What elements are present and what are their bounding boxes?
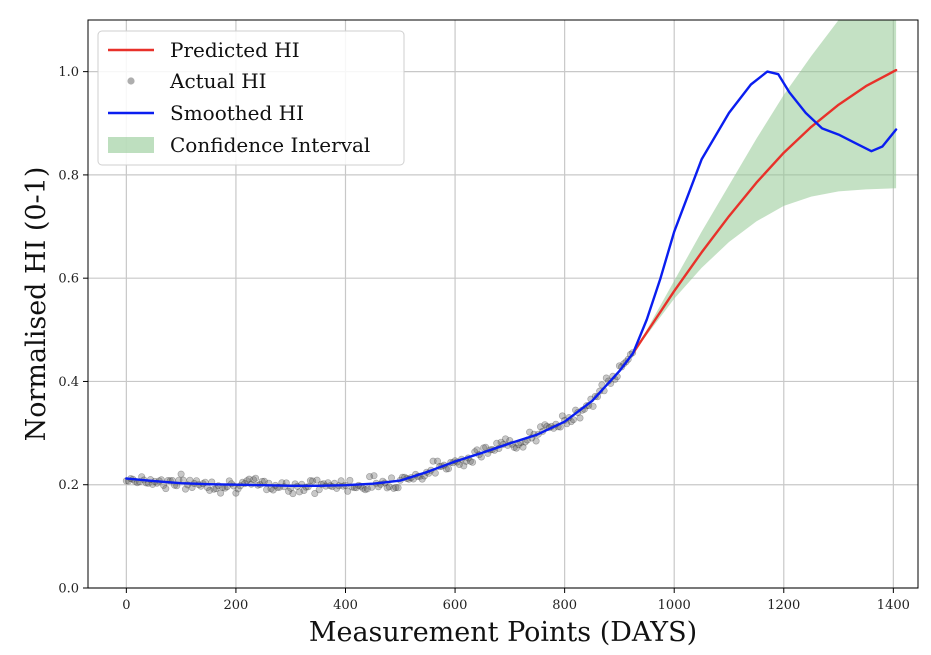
actual-hi-point: [289, 490, 297, 498]
legend-box: [97, 30, 405, 166]
actual-hi-point: [576, 414, 584, 422]
y-tick-label: 0.4: [58, 375, 79, 390]
confidence-interval-layer: [633, 20, 897, 354]
actual-hi-point: [210, 485, 218, 493]
x-tick-label: 1400: [877, 598, 910, 613]
actual-hi-point: [346, 476, 354, 484]
y-tick-label: 0.2: [58, 478, 79, 493]
actual-hi-point: [558, 412, 566, 420]
legend-swatch-marker: [127, 77, 135, 85]
actual-hi-point: [295, 488, 303, 496]
actual-hi-point: [162, 485, 170, 493]
actual-hi-point: [385, 483, 393, 491]
actual-hi-point: [300, 486, 308, 494]
actual-hi-point: [526, 428, 534, 436]
series-lines-layer: [125, 68, 898, 487]
actual-hi-point: [337, 477, 345, 485]
actual-hi-point: [250, 476, 258, 484]
actual-hi-point: [217, 489, 225, 497]
actual-hi-point: [263, 486, 271, 494]
actual-hi-point: [493, 439, 501, 447]
legend: Predicted HI Actual HI Smoothed HI Confiden…: [97, 30, 405, 166]
actual-hi-point: [519, 443, 527, 451]
actual-hi-point: [269, 486, 277, 494]
actual-hi-point: [501, 435, 509, 443]
actual-hi-point: [598, 381, 606, 389]
x-tick-label: 1000: [658, 598, 691, 613]
actual-hi-point: [394, 484, 402, 492]
actual-hi-point: [361, 486, 369, 494]
actual-hi-point: [444, 465, 452, 473]
actual-hi-point: [589, 402, 597, 410]
actual-hi-point: [602, 374, 610, 382]
actual-hi-point: [177, 470, 185, 478]
axis-ticks: 0 200 400 600 800 1000 1200 1400 0.0 0.2 0.4 0.6 0.8…: [58, 65, 910, 613]
legend-label: Smoothed HI: [170, 101, 304, 125]
legend-label: Predicted HI: [170, 38, 300, 62]
legend-label: Actual HI: [169, 69, 267, 93]
actual-hi-point: [512, 444, 520, 452]
legend-swatch-patch: [108, 137, 154, 153]
y-tick-label: 0.6: [58, 272, 79, 287]
actual-hi-point: [392, 483, 400, 491]
y-tick-label: 1.0: [58, 65, 79, 80]
actual-hi-point: [567, 418, 575, 426]
x-tick-label: 200: [224, 598, 249, 613]
actual-hi-point: [252, 474, 260, 482]
x-tick-label: 600: [443, 598, 468, 613]
smoothed-hi-line: [125, 70, 898, 487]
legend-label: Confidence Interval: [170, 133, 370, 157]
x-tick-label: 400: [333, 598, 358, 613]
actual-hi-point: [182, 485, 190, 493]
predicted-hi-line: [631, 68, 898, 355]
actual-hi-point: [433, 457, 441, 465]
x-tick-label: 1200: [767, 598, 800, 613]
actual-hi-point: [363, 485, 371, 493]
actual-hi-point: [532, 437, 540, 445]
x-tick-label: 800: [552, 598, 577, 613]
x-tick-label: 0: [122, 598, 130, 613]
actual-hi-point: [390, 484, 398, 492]
actual-hi-point: [232, 489, 240, 497]
actual-hi-point: [366, 473, 374, 481]
actual-hi-point: [306, 477, 314, 485]
plot-frame: [87, 19, 919, 589]
actual-hi-point: [541, 421, 549, 429]
actual-hi-point: [536, 423, 544, 431]
actual-hi-point: [284, 487, 292, 495]
actual-hi-point: [473, 446, 481, 454]
actual-hi-point: [311, 489, 319, 497]
actual-hi-point: [383, 484, 391, 492]
actual-hi-point: [245, 475, 253, 483]
actual-hi-point: [344, 487, 352, 495]
actual-hi-point: [466, 457, 474, 465]
y-tick-label: 0.0: [58, 582, 79, 597]
confidence-interval-band: [633, 20, 897, 354]
x-axis-title: Measurement Points (DAYS): [309, 617, 697, 648]
actual-hi-point: [510, 443, 518, 451]
actual-hi-point: [309, 477, 317, 485]
actual-hi-point: [460, 462, 468, 470]
actual-hi-point: [469, 458, 477, 466]
y-axis-title: Normalised HI (0-1): [21, 167, 52, 442]
actual-hi-point: [313, 476, 321, 484]
y-tick-label: 0.8: [58, 168, 79, 183]
actual-hi-point: [370, 472, 378, 480]
actual-hi-point: [206, 486, 214, 494]
actual-hi-point: [429, 457, 437, 465]
actual-hi-point: [418, 475, 426, 483]
